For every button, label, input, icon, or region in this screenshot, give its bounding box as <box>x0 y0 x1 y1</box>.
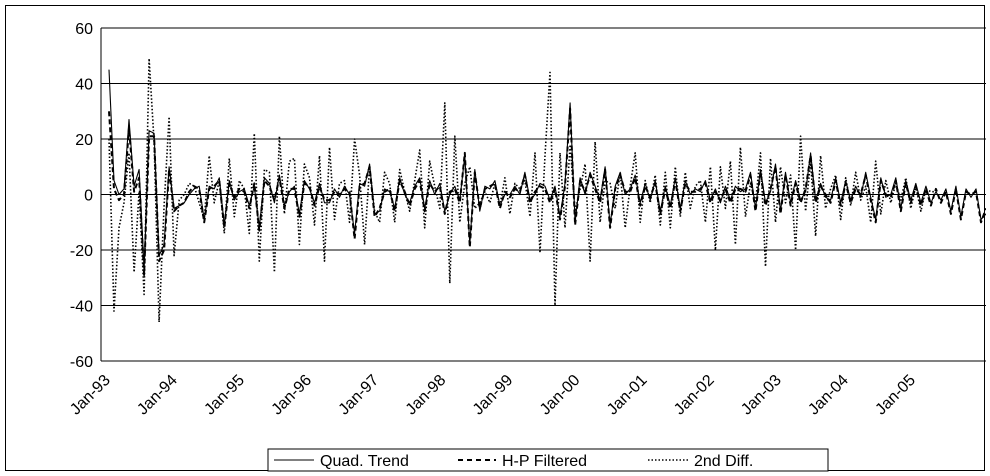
x-tick-label: Jan-03 <box>738 372 785 419</box>
y-tick-label: 40 <box>75 77 93 94</box>
series-line-2nd-diff <box>108 57 936 323</box>
x-tick-label: Jan-04 <box>805 372 852 419</box>
x-tick-label: Jan-02 <box>671 372 718 419</box>
x-tick-label: Jan-05 <box>872 372 919 419</box>
x-tick-label: Jan-95 <box>201 372 248 419</box>
y-tick-label: -20 <box>70 243 93 260</box>
y-tick-label: -40 <box>70 299 93 316</box>
x-tick-label: Jan-01 <box>604 372 651 419</box>
chart-frame: 60 40 20 0 -20 -40 -60 Jan-93 Jan-94 Jan-95 Jan-96… <box>5 5 986 472</box>
gridlines <box>101 27 986 362</box>
x-tick-label: Jan-97 <box>336 372 383 419</box>
y-tick-label: -60 <box>70 354 93 371</box>
legend-label-2nd-diff: 2nd Diff. <box>694 453 753 470</box>
series-layer <box>108 57 986 323</box>
y-tick-label: 0 <box>84 188 93 205</box>
y-tick-label: 20 <box>75 132 93 149</box>
legend-label-hp-filtered: H-P Filtered <box>502 453 587 470</box>
series-line-h-p-filtered <box>108 107 986 276</box>
legend: Quad. Trend H-P Filtered 2nd Diff. <box>267 448 829 472</box>
y-tick-label: 60 <box>75 21 93 38</box>
x-tick-label: Jan-94 <box>134 372 181 419</box>
x-tick-label: Jan-00 <box>537 372 584 419</box>
legend-box <box>267 448 829 472</box>
x-tick-label: Jan-99 <box>470 372 517 419</box>
x-tick-label: Jan-93 <box>67 372 114 419</box>
x-tick-label: Jan-96 <box>269 372 316 419</box>
series-line-quad-trend <box>108 69 986 270</box>
x-tick-label: Jan-98 <box>403 372 450 419</box>
legend-label-quad-trend: Quad. Trend <box>320 453 409 470</box>
